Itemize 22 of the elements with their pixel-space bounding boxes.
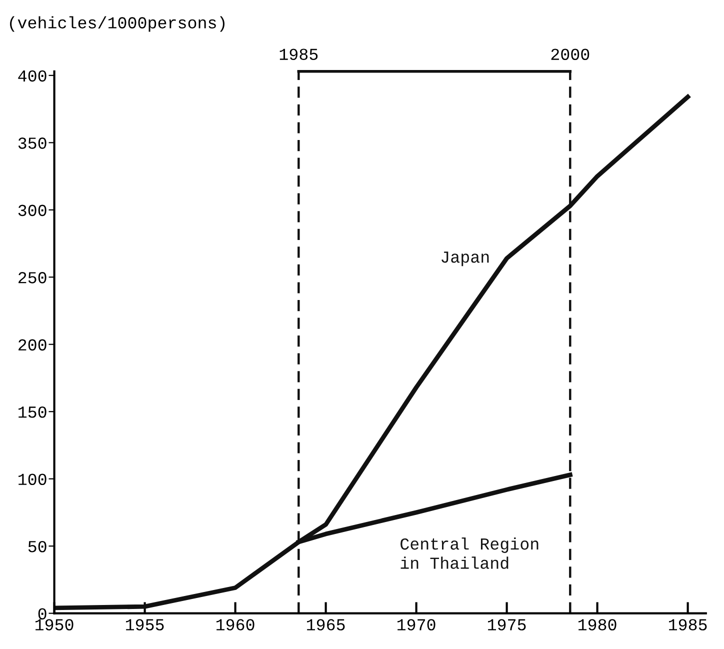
y-tick-label: 200 xyxy=(18,339,46,351)
x-tick-label: 1960 xyxy=(216,619,254,630)
y-tick-label: 350 xyxy=(18,138,46,149)
series-label: Japan xyxy=(442,252,489,266)
x-tick-label: 1985 xyxy=(669,619,707,630)
y-tick-label: 150 xyxy=(18,406,46,418)
y-tick-label: 0 xyxy=(38,608,46,620)
y-tick-label: 250 xyxy=(18,272,46,284)
y-tick-label: 300 xyxy=(18,204,46,216)
series-label: Central Region in Thailand xyxy=(400,537,538,569)
x-tick-label: 1975 xyxy=(488,619,526,630)
y-tick-label: 400 xyxy=(18,70,46,82)
x-tick-label: 1965 xyxy=(307,619,345,630)
x-tick-label: 1955 xyxy=(126,619,164,630)
y-axis-title: (vehicles/1000persons) xyxy=(10,16,224,32)
y-tick-label: 100 xyxy=(18,474,46,486)
text: 2000 xyxy=(551,48,590,60)
x-tick-label: 1950 xyxy=(36,619,74,630)
text: 1985 xyxy=(280,48,318,60)
y-tick-label: 50 xyxy=(28,540,46,552)
x-tick-label: 1970 xyxy=(398,619,436,630)
x-tick-label: 1980 xyxy=(578,619,616,630)
